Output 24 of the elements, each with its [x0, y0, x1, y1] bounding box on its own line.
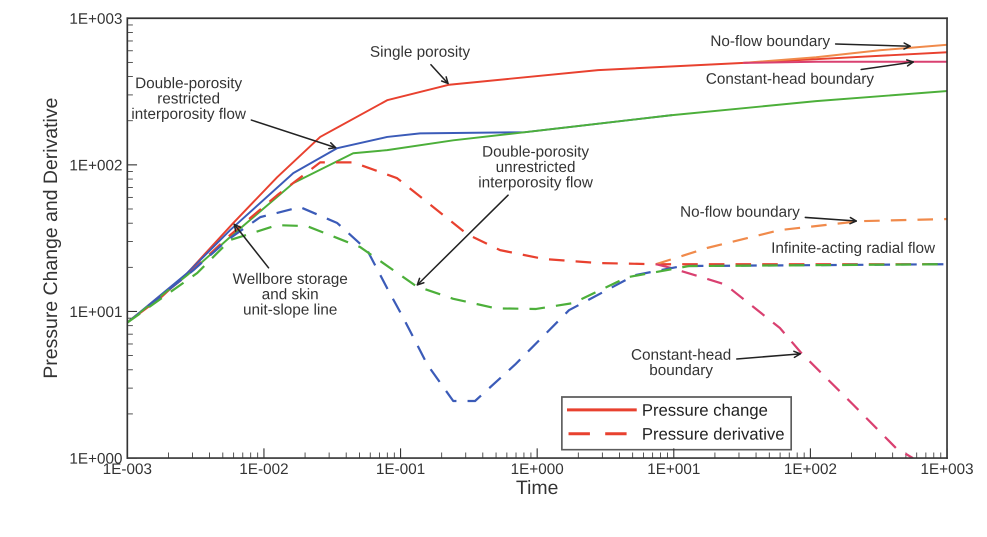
x-tick-label: 1E+001 — [648, 463, 700, 474]
y-tick-label: 1E+003 — [70, 13, 122, 24]
y-axis-title: Pressure Change and Derivative — [42, 98, 62, 378]
annotation: No-flow boundary — [712, 34, 830, 50]
x-tick-label: 1E+002 — [785, 463, 836, 474]
y-tick-label: 1E+002 — [70, 160, 122, 171]
x-tick-label: 1E+003 — [922, 463, 973, 474]
legend-label: Pressure derivative — [643, 428, 784, 440]
x-axis-title: Time — [516, 480, 558, 494]
legend-label: Pressure change — [643, 404, 768, 420]
x-tick-label: 1E-003 — [104, 463, 152, 474]
annotation: Single porosity — [370, 46, 470, 60]
annotation: Wellbore storage and skin unit-slope line — [232, 272, 348, 318]
x-tick-label: 1E-001 — [377, 463, 424, 474]
annotation: Double-porosity restricted interporosity flow — [132, 77, 246, 122]
annotation: No-flow boundary — [681, 206, 800, 220]
x-tick-label: 1E+000 — [512, 463, 564, 474]
annotation: Constant-head boundary — [706, 72, 874, 87]
annotation: Constant-head boundary — [632, 348, 730, 378]
x-tick-label: 1E-002 — [240, 463, 288, 474]
y-tick-label: 1E+000 — [70, 452, 122, 464]
annotation: Double-porosity unrestricted interporosity flow — [479, 146, 593, 190]
annotation: Infinite-acting radial flow — [772, 242, 936, 256]
y-tick-label: 1E+001 — [70, 306, 122, 318]
